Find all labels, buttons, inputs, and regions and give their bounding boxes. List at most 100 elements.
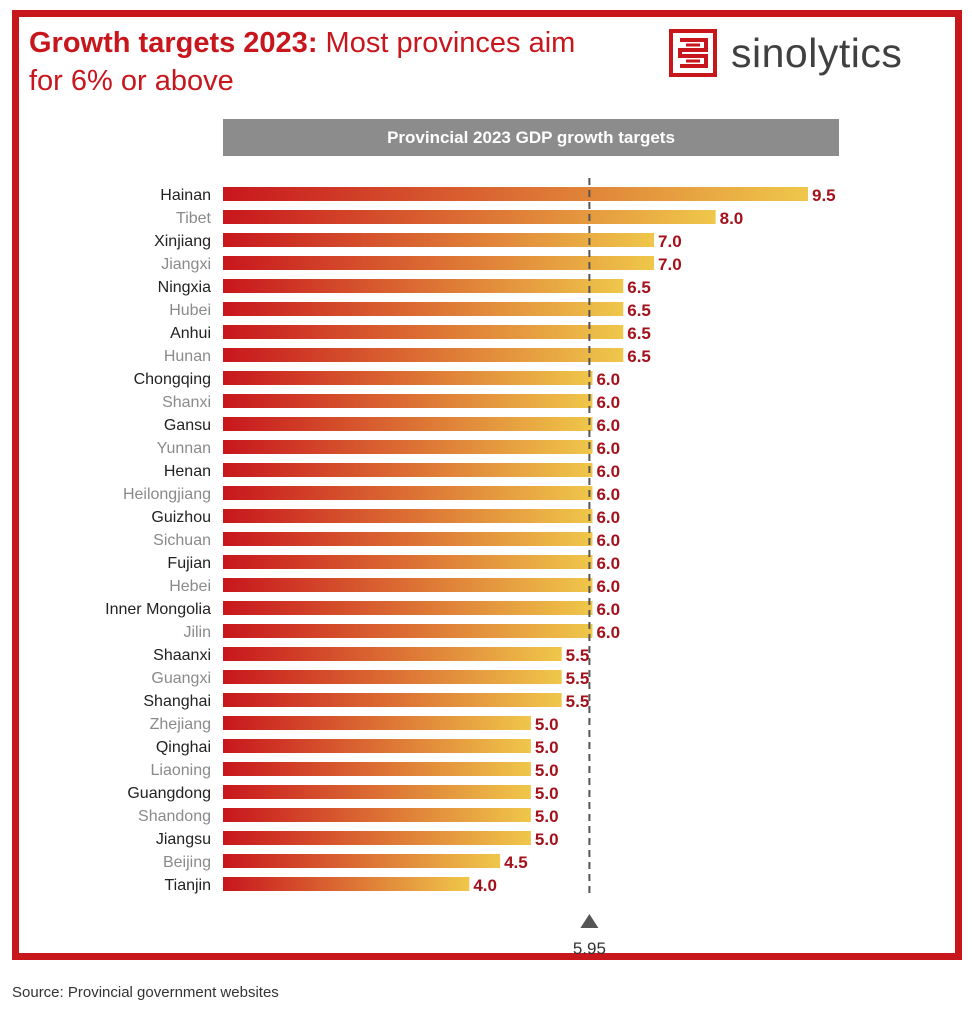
bar: [223, 279, 624, 293]
category-label: Guizhou: [151, 509, 211, 526]
category-label: Ningxia: [158, 279, 211, 296]
bar: [223, 256, 655, 270]
bar: [223, 210, 716, 224]
value-label: 6.0: [596, 485, 620, 504]
chart-frame: [12, 10, 962, 960]
bar: [223, 187, 808, 201]
bar: [223, 693, 562, 707]
category-label: Shanxi: [162, 394, 211, 411]
value-label: 5.0: [535, 761, 559, 780]
bar: [223, 877, 470, 891]
value-label: 5.5: [566, 692, 590, 711]
category-label: Hunan: [164, 348, 211, 365]
reference-label: 5.95: [573, 939, 606, 958]
bar: [223, 831, 531, 845]
category-label: Xinjiang: [154, 233, 211, 250]
category-label: Heilongjiang: [123, 486, 211, 503]
bar: [223, 555, 593, 569]
value-label: 6.0: [596, 508, 620, 527]
brand-logo: sinolytics: [669, 29, 902, 77]
value-label: 6.0: [596, 370, 620, 389]
category-label: Jilin: [183, 624, 211, 641]
bar: [223, 325, 624, 339]
bar: [223, 509, 593, 523]
value-label: 6.5: [627, 347, 651, 366]
category-label: Shaanxi: [153, 647, 211, 664]
bar: [223, 647, 562, 661]
category-label: Hebei: [169, 578, 211, 595]
value-label: 6.0: [596, 462, 620, 481]
category-label: Gansu: [164, 417, 211, 434]
category-label: Yunnan: [157, 440, 211, 457]
value-label: 7.0: [658, 255, 682, 274]
bar: [223, 394, 593, 408]
bar: [223, 716, 531, 730]
bar: [223, 854, 501, 868]
bar: [223, 762, 531, 776]
value-label: 6.0: [596, 554, 620, 573]
bar: [223, 302, 624, 316]
category-label: Shanghai: [143, 693, 211, 710]
value-label: 6.0: [596, 577, 620, 596]
chart-title-bold: Growth targets 2023:: [29, 27, 318, 59]
bar: [223, 233, 655, 247]
value-label: 5.0: [535, 738, 559, 757]
bar: [223, 532, 593, 546]
bar: [223, 578, 593, 592]
value-label: 5.5: [566, 669, 590, 688]
category-label: Zhejiang: [150, 716, 211, 733]
category-label: Hainan: [160, 187, 211, 204]
chart-title-rest: Most provinces aim for 6% or above: [29, 27, 576, 97]
bar: [223, 601, 593, 615]
value-label: 5.0: [535, 715, 559, 734]
category-label: Jiangsu: [156, 831, 211, 848]
bar: [223, 670, 562, 684]
brand-mark-icon: [669, 29, 717, 77]
value-label: 6.0: [596, 416, 620, 435]
chart-subtitle-bar: Provincial 2023 GDP growth targets: [223, 119, 839, 156]
value-label: 9.5: [812, 186, 836, 205]
category-label: Hubei: [169, 302, 211, 319]
value-label: 6.5: [627, 324, 651, 343]
value-label: 5.0: [535, 784, 559, 803]
category-label: Jiangxi: [161, 256, 211, 273]
value-label: 8.0: [720, 209, 744, 228]
value-label: 5.5: [566, 646, 590, 665]
category-label: Anhui: [170, 325, 211, 342]
value-label: 6.5: [627, 278, 651, 297]
bar: [223, 739, 531, 753]
reference-marker-icon: [580, 914, 599, 928]
value-label: 6.0: [596, 439, 620, 458]
category-label: Fujian: [167, 555, 211, 572]
category-label: Guangxi: [151, 670, 211, 687]
bar: [223, 785, 531, 799]
bar: [223, 808, 531, 822]
category-label: Henan: [164, 463, 211, 480]
category-label: Qinghai: [156, 739, 211, 756]
category-label: Beijing: [163, 854, 211, 871]
bar: [223, 440, 593, 454]
category-label: Sichuan: [153, 532, 211, 549]
value-label: 5.0: [535, 807, 559, 826]
value-label: 6.0: [596, 600, 620, 619]
value-label: 4.0: [473, 876, 497, 895]
category-label: Tianjin: [164, 877, 211, 894]
bar: [223, 348, 624, 362]
category-label: Chongqing: [134, 371, 211, 388]
bar: [223, 624, 593, 638]
bar: [223, 417, 593, 431]
bar: [223, 486, 593, 500]
chart-title: Growth targets 2023: Most provinces aim …: [29, 24, 589, 100]
source-note: Source: Provincial government websites: [12, 984, 279, 1001]
value-label: 6.0: [596, 623, 620, 642]
brand-name: sinolytics: [731, 29, 903, 76]
value-label: 4.5: [504, 853, 528, 872]
bar: [223, 371, 593, 385]
category-label: Liaoning: [151, 762, 212, 779]
category-label: Shandong: [138, 808, 211, 825]
bar: [223, 463, 593, 477]
category-label: Guangdong: [127, 785, 211, 802]
value-label: 6.5: [627, 301, 651, 320]
value-label: 5.0: [535, 830, 559, 849]
